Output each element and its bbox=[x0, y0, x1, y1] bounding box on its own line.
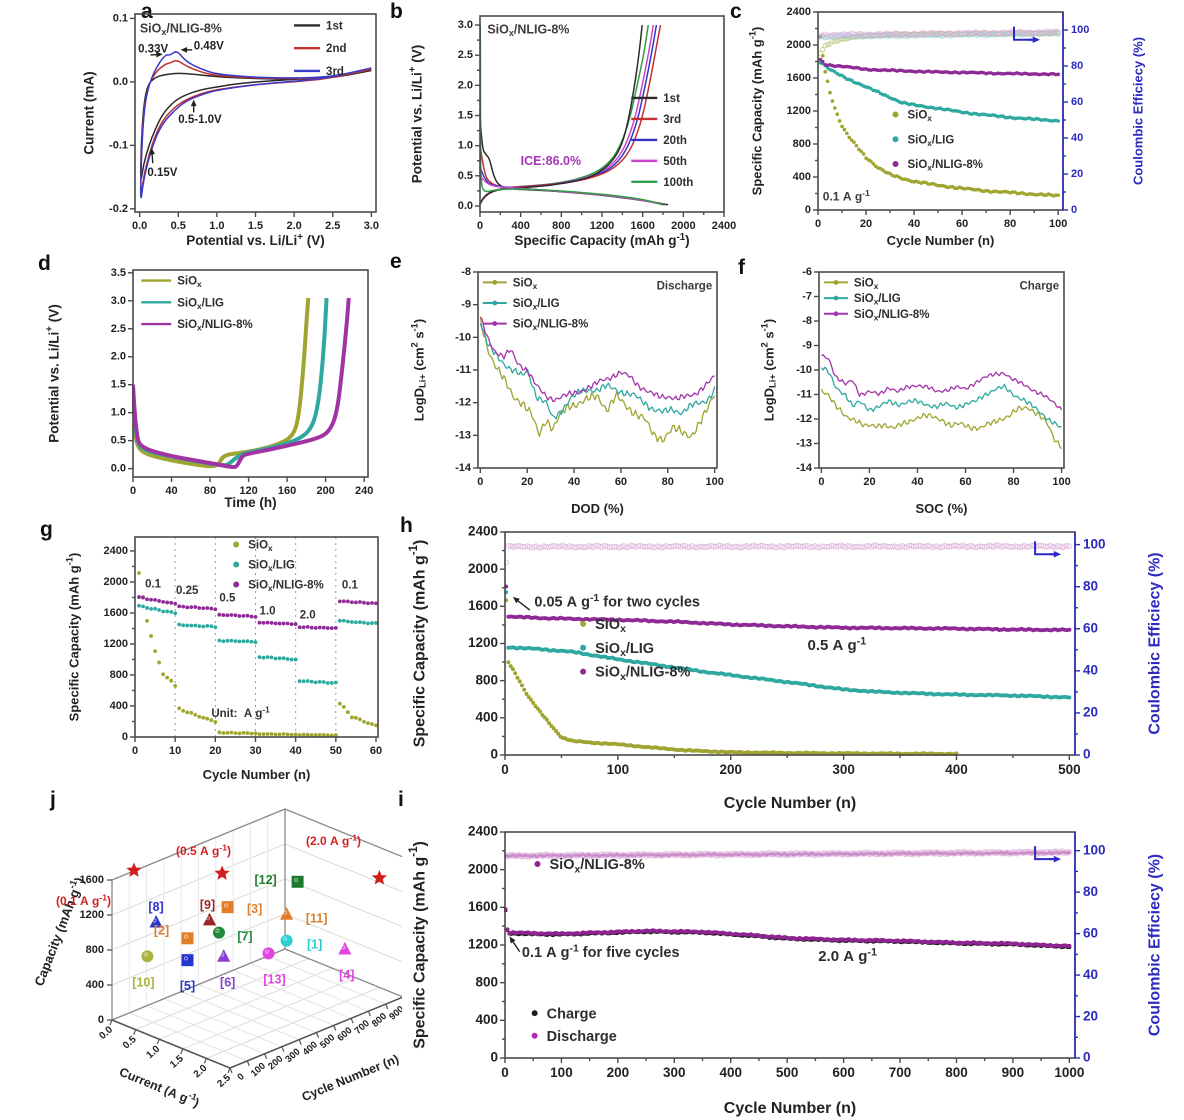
panel-b-voltage-profile-canvas bbox=[400, 0, 736, 252]
panel-b-letter: b bbox=[390, 0, 403, 23]
panel-f-gitt-charge-canvas bbox=[752, 252, 1084, 520]
panel-f-letter: f bbox=[738, 256, 745, 279]
panel-e-gitt-discharge-canvas bbox=[395, 252, 735, 520]
panel-j-3d-comparison-canvas bbox=[18, 795, 402, 1120]
panel-h-longcycle-chart-canvas bbox=[398, 512, 1184, 815]
panel-d-potential-time-canvas bbox=[28, 252, 390, 514]
panel-a-cv-chart-canvas bbox=[28, 0, 390, 252]
panel-i-longcycle-2a-chart-canvas bbox=[398, 815, 1184, 1120]
panel-c-cycling-chart-canvas bbox=[740, 0, 1184, 252]
panel-g-rate-chart-canvas bbox=[28, 514, 394, 786]
